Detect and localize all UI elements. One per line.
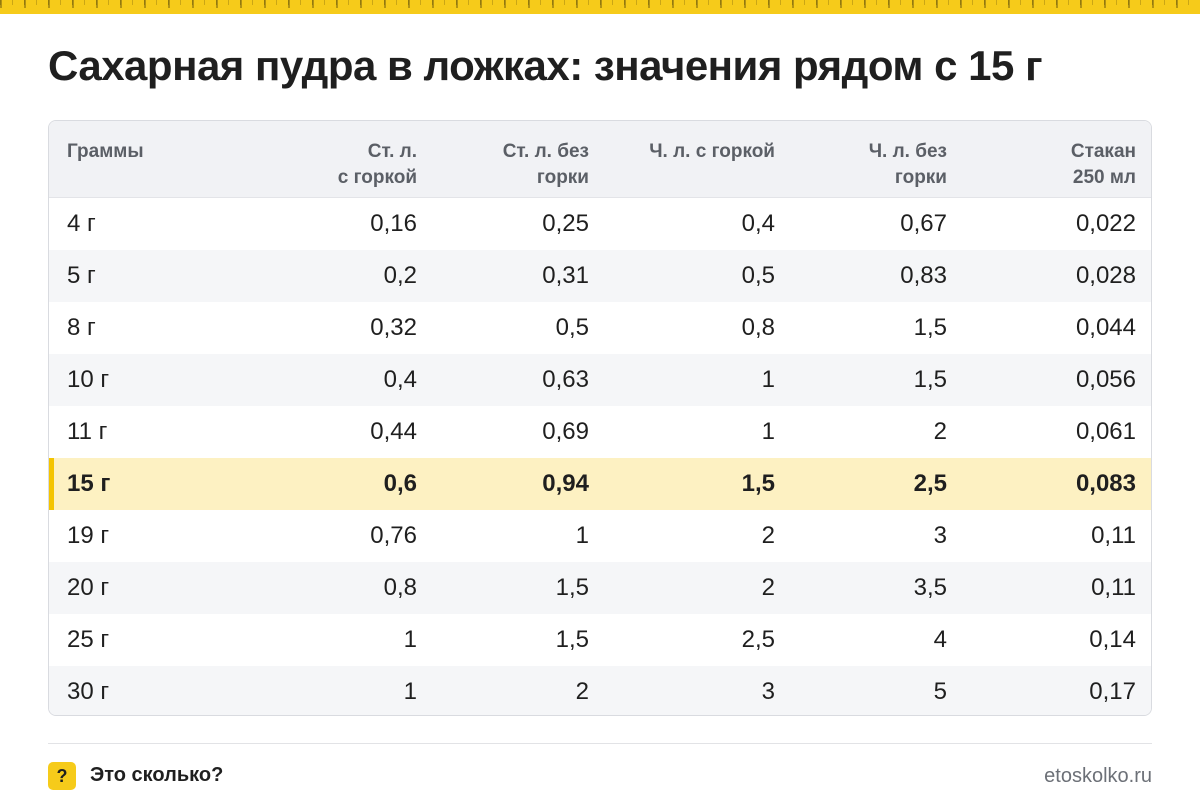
- cell-tsp-heaped: 1,5: [741, 470, 775, 497]
- cell-tsp-heaped: 2: [761, 574, 775, 601]
- cell-tbsp-level: 0,69: [542, 418, 589, 445]
- cell-tbsp-heaped: 1: [403, 626, 417, 653]
- cell-tsp-level: 5: [933, 678, 947, 705]
- ruler-decoration: [0, 0, 1200, 14]
- cell-tsp-level: 1,5: [913, 366, 947, 393]
- cell-tsp-heaped: 1: [761, 418, 775, 445]
- cell-tbsp-level: 2: [575, 678, 589, 705]
- cell-glass: 0,056: [1075, 366, 1136, 393]
- cell-tbsp-level: 1: [575, 522, 589, 549]
- table-row: 11 г 0,44 0,69 1 2 0,061: [49, 406, 1151, 458]
- header-tsp-heaped: Ч. л. с горкой: [649, 141, 775, 162]
- table-row: 10 г 0,4 0,63 1 1,5 0,056: [49, 354, 1151, 406]
- brand-name: Это сколько?: [90, 764, 224, 786]
- cell-tbsp-level: 1,5: [555, 626, 589, 653]
- table-row: 30 г 1 2 3 5 0,17: [49, 666, 1151, 715]
- cell-grams: 20 г: [67, 574, 110, 601]
- cell-glass: 0,022: [1075, 210, 1136, 237]
- cell-glass: 0,11: [1091, 574, 1136, 601]
- cell-grams: 8 г: [67, 314, 96, 341]
- cell-grams: 4 г: [67, 210, 96, 237]
- question-mark-icon: ?: [48, 762, 76, 790]
- cell-glass: 0,028: [1075, 262, 1136, 289]
- page-title: Сахарная пудра в ложках: значения рядом …: [48, 42, 1043, 89]
- cell-grams: 11 г: [67, 418, 108, 445]
- cell-tbsp-heaped: 0,76: [370, 522, 417, 549]
- table-header: Граммы Ст. л. с горкой Ст. л. без горки …: [49, 121, 1151, 198]
- cell-tbsp-level: 1,5: [555, 574, 589, 601]
- footer-divider: [48, 743, 1152, 744]
- header-tbsp-heaped: Ст. л. с горкой: [337, 141, 417, 188]
- table-row: 5 г 0,2 0,31 0,5 0,83 0,028: [49, 250, 1151, 302]
- header-grams: Граммы: [67, 141, 144, 162]
- cell-tsp-level: 0,67: [900, 210, 947, 237]
- cell-tbsp-level: 0,94: [542, 470, 589, 497]
- cell-grams: 10 г: [67, 366, 110, 393]
- table-row: 25 г 1 1,5 2,5 4 0,14: [49, 614, 1151, 666]
- header-glass-250ml: Стакан 250 мл: [1070, 141, 1136, 188]
- cell-tsp-heaped: 0,4: [741, 210, 775, 237]
- table-row: 20 г 0,8 1,5 2 3,5 0,11: [49, 562, 1151, 614]
- cell-tbsp-heaped: 1: [403, 678, 417, 705]
- cell-tsp-level: 0,83: [900, 262, 947, 289]
- cell-tbsp-heaped: 0,16: [370, 210, 417, 237]
- cell-tsp-heaped: 0,5: [741, 262, 775, 289]
- highlighted-row: 15 г 0,6 0,94 1,5 2,5 0,083: [49, 458, 1151, 510]
- table-row: 8 г 0,32 0,5 0,8 1,5 0,044: [49, 302, 1151, 354]
- cell-grams: 30 г: [67, 678, 110, 705]
- cell-tsp-level: 1,5: [913, 314, 947, 341]
- cell-tbsp-heaped: 0,32: [370, 314, 417, 341]
- header-tbsp-level: Ст. л. без горки: [502, 141, 589, 188]
- cell-glass: 0,044: [1075, 314, 1136, 341]
- site-url: etoskolko.ru: [1044, 765, 1152, 787]
- cell-tbsp-level: 0,63: [542, 366, 589, 393]
- cell-tsp-level: 4: [933, 626, 947, 653]
- cell-tbsp-heaped: 0,4: [383, 366, 417, 393]
- table-row: 4 г 0,16 0,25 0,4 0,67 0,022: [49, 198, 1151, 250]
- cell-tsp-level: 2: [933, 418, 947, 445]
- cell-grams: 19 г: [67, 522, 110, 549]
- cell-glass: 0,14: [1089, 626, 1136, 653]
- cell-tsp-level: 3: [933, 522, 947, 549]
- cell-tsp-heaped: 0,8: [741, 314, 775, 341]
- cell-glass: 0,17: [1089, 678, 1136, 705]
- cell-glass: 0,061: [1075, 418, 1136, 445]
- cell-glass: 0,11: [1091, 522, 1136, 549]
- cell-grams: 25 г: [67, 626, 110, 653]
- cell-grams: 15 г: [67, 470, 111, 497]
- cell-tbsp-level: 0,5: [555, 314, 589, 341]
- cell-tsp-heaped: 2: [761, 522, 775, 549]
- cell-tbsp-heaped: 0,2: [383, 262, 417, 289]
- cell-grams: 5 г: [67, 262, 96, 289]
- cell-glass: 0,083: [1075, 470, 1136, 497]
- cell-tbsp-heaped: 0,6: [383, 470, 417, 497]
- cell-tbsp-heaped: 0,44: [370, 418, 417, 445]
- cell-tbsp-heaped: 0,8: [383, 574, 417, 601]
- header-tsp-level: Ч. л. без горки: [868, 141, 947, 188]
- cell-tsp-level: 3,5: [913, 574, 947, 601]
- cell-tsp-level: 2,5: [913, 470, 947, 497]
- cell-tbsp-level: 0,31: [542, 262, 589, 289]
- conversion-table: Граммы Ст. л. с горкой Ст. л. без горки …: [48, 120, 1152, 716]
- cell-tsp-heaped: 1: [761, 366, 775, 393]
- table-row: 19 г 0,76 1 2 3 0,11: [49, 510, 1151, 562]
- cell-tsp-heaped: 2,5: [741, 626, 775, 653]
- cell-tbsp-level: 0,25: [542, 210, 589, 237]
- cell-tsp-heaped: 3: [761, 678, 775, 705]
